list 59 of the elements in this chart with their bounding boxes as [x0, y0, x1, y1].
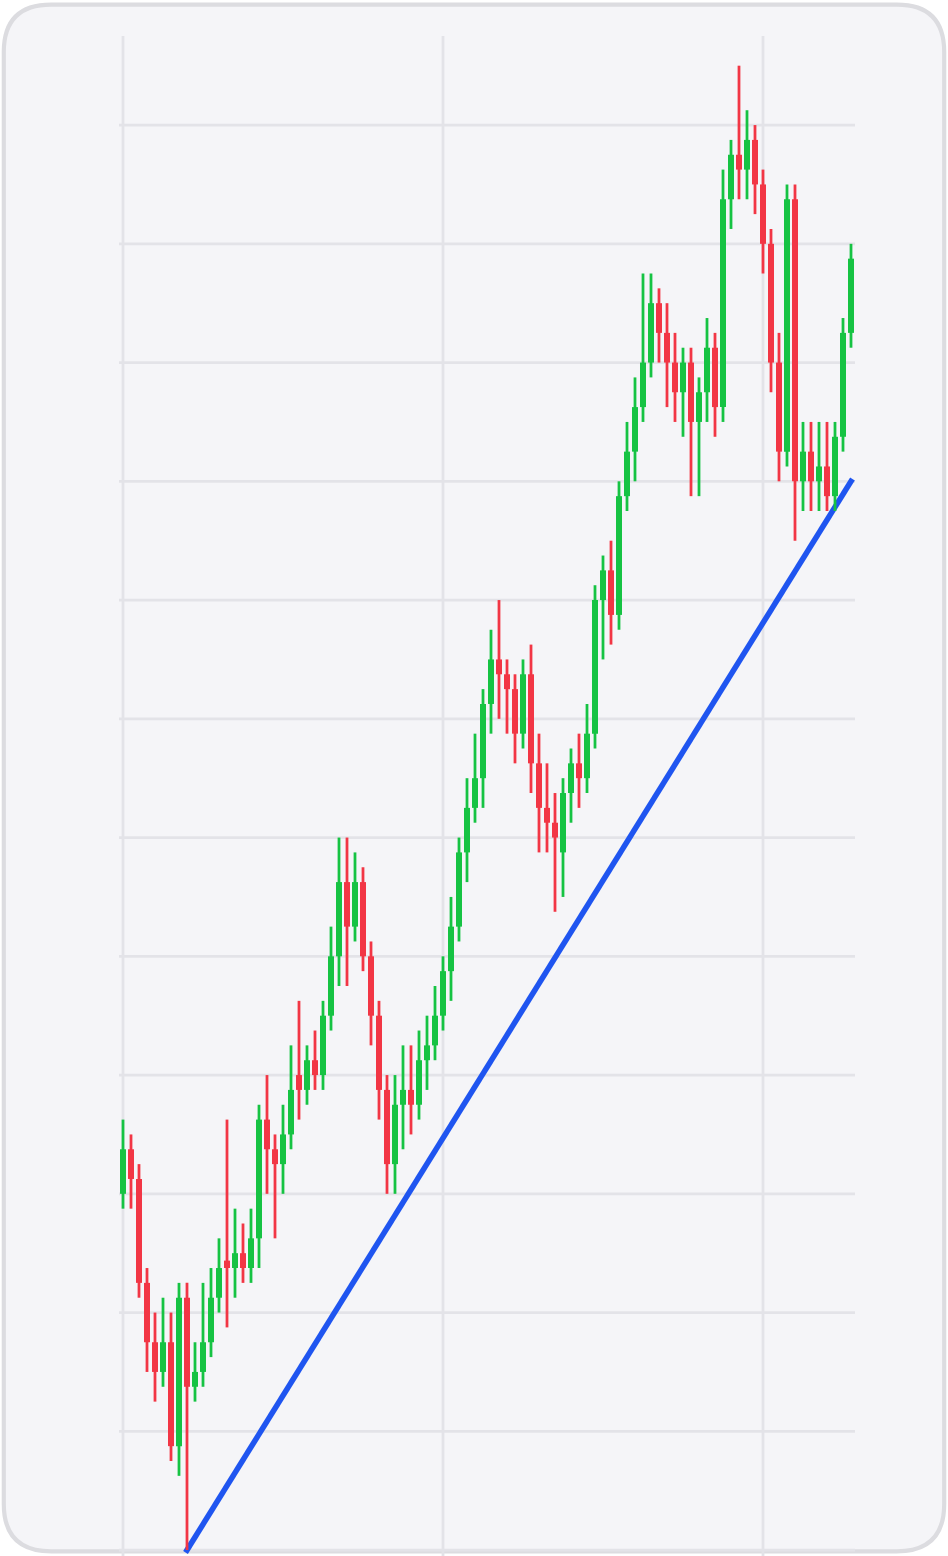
candlestick — [808, 420, 814, 513]
candlestick — [200, 1281, 206, 1389]
candlestick — [240, 1222, 246, 1285]
candlestick — [352, 851, 358, 943]
candlestick — [272, 1133, 278, 1240]
candlestick — [672, 331, 678, 424]
candlestick — [288, 1043, 294, 1151]
candlestick — [424, 1014, 430, 1092]
candlestick — [432, 984, 438, 1062]
candlestick — [744, 108, 750, 201]
candlestick — [704, 316, 710, 424]
candlestick — [224, 1118, 230, 1329]
candlestick — [408, 1043, 414, 1136]
candlestick — [416, 1029, 422, 1121]
candlestick — [568, 747, 574, 825]
candlestick — [752, 123, 758, 216]
candlestick — [640, 272, 646, 424]
candlestick — [464, 776, 470, 884]
candlestick — [576, 732, 582, 810]
candlestick — [192, 1340, 198, 1404]
candlestick — [728, 138, 734, 231]
candlestick — [296, 999, 302, 1121]
candlestick — [248, 1207, 254, 1285]
candlestick — [208, 1266, 214, 1359]
candlestick — [552, 791, 558, 914]
candlestick — [512, 672, 518, 765]
candlestick — [152, 1311, 158, 1404]
candlestick — [304, 1043, 310, 1107]
candlestick — [544, 761, 550, 854]
candlestick — [488, 628, 494, 736]
candlestick — [656, 286, 662, 364]
candlestick — [800, 420, 806, 513]
candlestick — [824, 420, 830, 513]
candlestick — [264, 1073, 270, 1196]
candlestick — [600, 554, 606, 661]
candlestick — [504, 658, 510, 736]
candlestick — [496, 598, 502, 721]
candlestick — [232, 1207, 238, 1300]
candlestick — [624, 420, 630, 513]
candlestick — [680, 346, 686, 439]
candlestick — [536, 732, 542, 854]
candlestick — [448, 895, 454, 1003]
candlestick — [344, 836, 350, 988]
candlestick — [664, 301, 670, 409]
candlestick — [696, 376, 702, 498]
candlestick — [120, 1118, 126, 1211]
candlestick — [632, 376, 638, 483]
candlestick — [472, 732, 478, 825]
candlestick — [312, 1029, 318, 1092]
candlestick — [816, 420, 822, 513]
candlestick — [160, 1296, 166, 1389]
candlestick — [216, 1236, 222, 1314]
candlestick — [128, 1133, 134, 1211]
candlestick — [400, 1043, 406, 1151]
candlestick — [736, 64, 742, 201]
candlestick — [584, 702, 590, 795]
candlestick — [440, 954, 446, 1032]
candlestick — [280, 1103, 286, 1196]
candlestick — [608, 539, 614, 646]
